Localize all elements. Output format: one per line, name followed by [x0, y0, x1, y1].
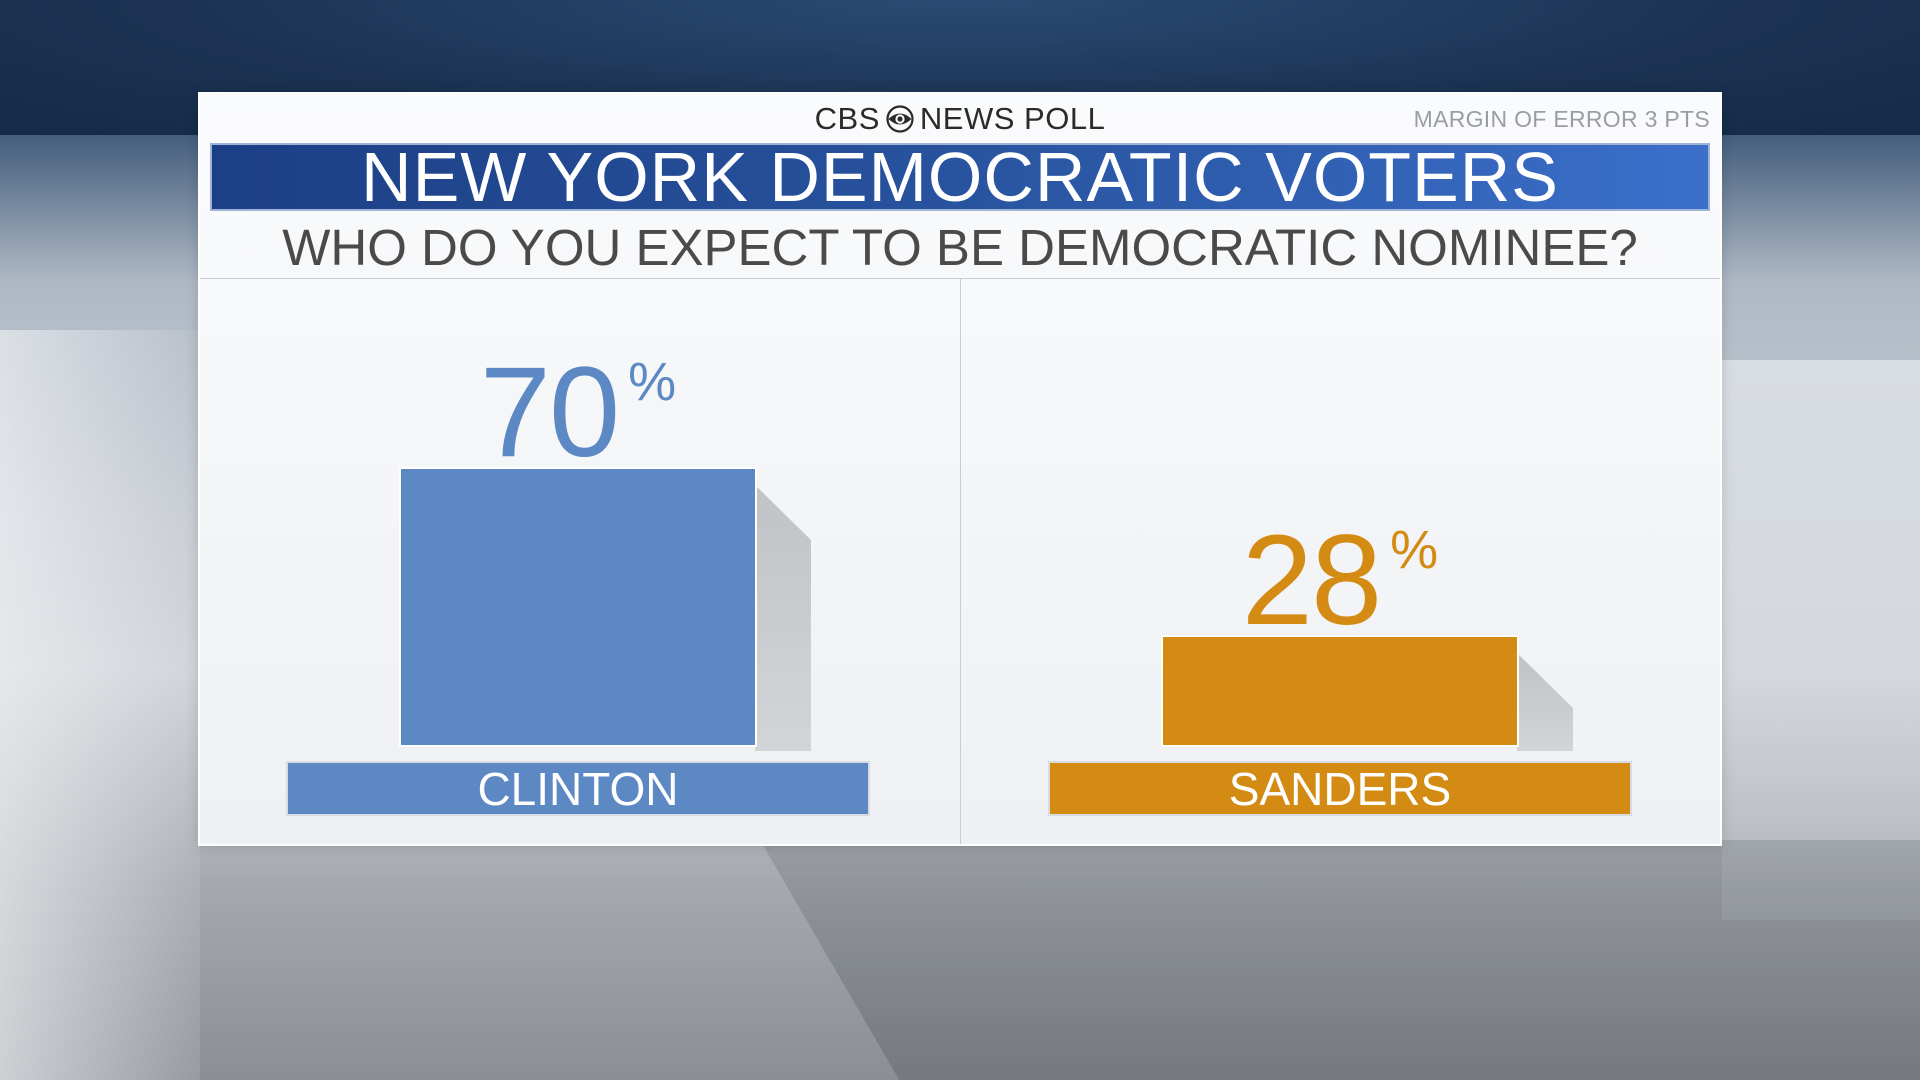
brand-left-text: CBS: [814, 101, 880, 136]
bar-shadow-sanders: [1517, 653, 1573, 751]
value-number-clinton: 70: [479, 341, 620, 484]
bar-sanders: [1161, 635, 1519, 747]
value-label-sanders: 28%: [1161, 517, 1519, 645]
bar-clinton: [399, 467, 757, 747]
column-divider: [960, 279, 961, 844]
chart-title: NEW YORK DEMOCRATIC VOTERS: [361, 138, 1559, 216]
background-left-panel: [0, 330, 200, 1080]
value-label-clinton: 70%: [399, 349, 757, 477]
chart-question: WHO DO YOU EXPECT TO BE DEMOCRATIC NOMIN…: [282, 219, 1638, 276]
value-number-sanders: 28: [1241, 509, 1382, 652]
percent-sign: %: [628, 352, 677, 412]
title-bar: NEW YORK DEMOCRATIC VOTERS: [210, 138, 1710, 216]
cbs-news-poll-logo: CBS NEWS POLL: [200, 100, 1720, 138]
margin-of-error: MARGIN OF ERROR 3 PTS: [1413, 106, 1710, 132]
percent-sign: %: [1390, 520, 1439, 580]
header-divider: [200, 278, 1720, 279]
poll-panel: CBS NEWS POLL MARGIN OF ERROR 3 PTS NEW …: [198, 92, 1722, 846]
background-floor: [760, 840, 1920, 1080]
bar-shadow-clinton: [755, 485, 811, 751]
cbs-eye-icon: [886, 105, 914, 133]
category-label-clinton: CLINTON: [286, 761, 870, 816]
category-label-sanders: SANDERS: [1048, 761, 1632, 816]
bar-chart: 70% CLINTON 28% SANDERS: [200, 279, 1720, 844]
brand-right-text: NEWS POLL: [919, 101, 1106, 136]
background-right-panel: [1722, 360, 1920, 920]
